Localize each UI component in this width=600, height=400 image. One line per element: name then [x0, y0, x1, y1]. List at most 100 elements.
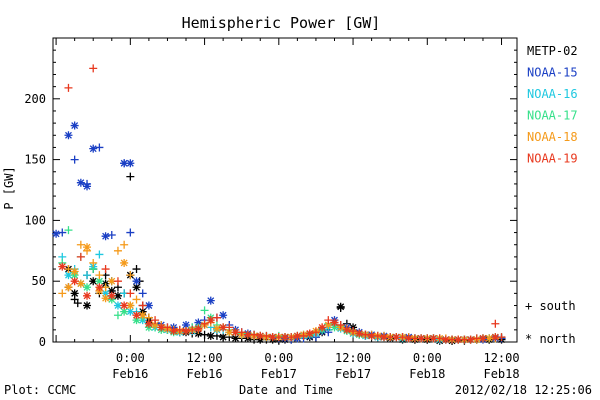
north-point [89, 144, 98, 153]
north-point [219, 323, 228, 332]
south-point [89, 258, 98, 267]
legend-item-metp-02: METP-02 [527, 44, 578, 58]
south-point [311, 328, 320, 337]
north-point [144, 319, 153, 328]
north-point [206, 331, 215, 340]
north-point [107, 286, 116, 295]
south-point [83, 271, 92, 280]
north-point [64, 271, 73, 280]
south-point [95, 250, 104, 259]
x-tick-label-date: Feb17 [335, 367, 371, 381]
south-point [89, 64, 98, 73]
x-tick-label-date: Feb16 [112, 367, 148, 381]
north-point [212, 324, 221, 333]
x-tick-label-time: 12:00 [335, 351, 371, 365]
legend-item-noaa-16: NOAA-16 [527, 87, 578, 101]
north-point [132, 311, 141, 320]
north-point [206, 296, 215, 305]
north-point [225, 328, 234, 337]
north-point [404, 334, 413, 343]
north-point [126, 301, 135, 310]
north-point [243, 330, 252, 339]
south-point [336, 320, 345, 329]
north-point [231, 334, 240, 343]
north-point [101, 289, 110, 298]
north-point [367, 331, 376, 340]
legend: METP-02 NOAA-15 NOAA-16 NOAA-17 NOAA-18 NOAA-… [527, 44, 578, 166]
north-point [95, 277, 104, 286]
north-point [107, 277, 116, 286]
y-tick-label: 50 [32, 274, 46, 288]
south-point [491, 319, 500, 328]
north-point [64, 283, 73, 292]
south-point [64, 265, 73, 274]
south-point [126, 228, 135, 237]
north-point [182, 327, 191, 336]
south-point [73, 299, 82, 308]
x-tick-label-date: Feb18 [409, 367, 445, 381]
north-point [417, 334, 426, 343]
plot-credit: Plot: CCMC [4, 383, 76, 397]
south-point [361, 330, 370, 339]
x-tick-label-date: Feb18 [483, 367, 519, 381]
x-tick-label-time: 0:00 [413, 351, 442, 365]
north-point [113, 291, 122, 300]
north-point [76, 178, 85, 187]
south-point [151, 316, 160, 325]
north-point [342, 325, 351, 334]
south-point [64, 83, 73, 92]
north-point [194, 324, 203, 333]
north-point [293, 331, 302, 340]
north-point [144, 301, 153, 310]
y-tick-label: 200 [24, 92, 46, 106]
south-point [70, 155, 79, 164]
north-point [95, 283, 104, 292]
south-point [113, 246, 122, 255]
legend-item-noaa-18: NOAA-18 [527, 130, 578, 144]
north-point [70, 121, 79, 130]
south-point [95, 271, 104, 280]
north-point [76, 279, 85, 288]
north-point [83, 243, 92, 252]
north-point [330, 318, 339, 327]
x-tick-label-date: Feb17 [261, 367, 297, 381]
north-point [107, 291, 116, 300]
x-tick-label-time: 12:00 [187, 351, 223, 365]
north-point [126, 159, 135, 168]
north-point [324, 320, 333, 329]
north-point [101, 294, 110, 303]
north-point [157, 323, 166, 332]
y-tick-label: 0 [39, 335, 46, 349]
series-noaa-19 [58, 64, 506, 344]
south-point [175, 325, 184, 334]
north-point [454, 335, 463, 344]
south-point [101, 265, 110, 274]
north-point [194, 318, 203, 327]
north-point [330, 323, 339, 332]
south-point [76, 240, 85, 249]
timestamp: 2012/02/18 12:25:06 [455, 383, 592, 397]
south-point [132, 265, 141, 274]
south-point [349, 327, 358, 336]
x-tick-label-time: 12:00 [483, 351, 519, 365]
north-point [138, 311, 147, 320]
south-point [113, 311, 122, 320]
north-point [441, 335, 450, 344]
north-point [336, 302, 345, 311]
plot-frame [52, 37, 518, 343]
north-point [83, 301, 92, 310]
south-point [107, 230, 116, 239]
north-point [151, 320, 160, 329]
north-point [355, 329, 364, 338]
south-point [200, 319, 209, 328]
north-point [219, 333, 228, 342]
south-point [200, 330, 209, 339]
south-point [120, 240, 129, 249]
north-point [70, 289, 79, 298]
y-tick-label: 100 [24, 213, 46, 227]
north-point [182, 320, 191, 329]
south-point [58, 289, 67, 298]
chart-title: Hemispheric Power [GW] [182, 14, 381, 32]
south-point [200, 306, 209, 315]
